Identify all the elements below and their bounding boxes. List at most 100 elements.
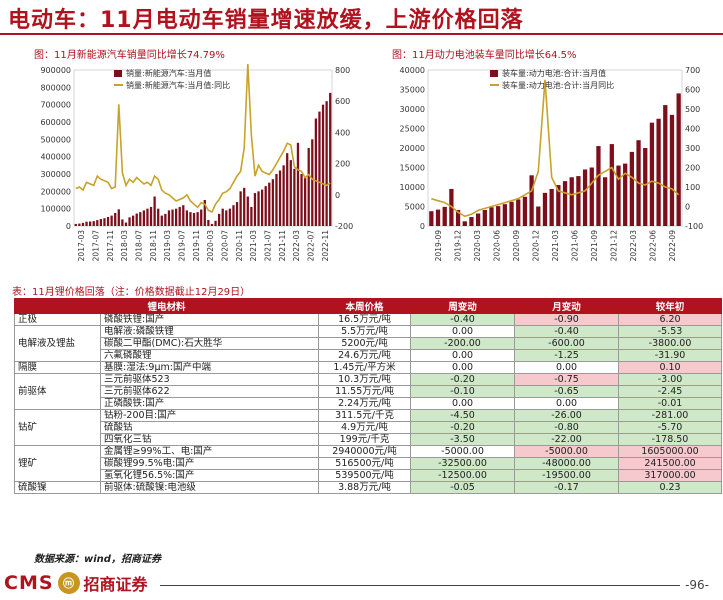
x-tick-label: 2022-03: [292, 230, 301, 262]
bar: [185, 210, 189, 226]
bar: [217, 213, 221, 226]
title-rule: [0, 33, 723, 35]
bar: [225, 210, 228, 226]
week-change-cell: 0.00: [410, 349, 516, 362]
bar: [556, 185, 561, 226]
bar: [232, 205, 235, 226]
chart-battery-install-svg: 4000035000300002500020000150001000050000…: [400, 66, 704, 262]
week-change-cell: -32500.00: [410, 457, 516, 470]
week-change-cell: -0.40: [410, 313, 516, 326]
chart-ev-sales-svg: 900000 800000 700000 600000 500000 400000 3000…: [40, 63, 353, 262]
x-tick-label: 2018-07: [135, 230, 144, 262]
bar: [149, 206, 153, 226]
category-cell: 电解液及锂盐: [14, 325, 101, 362]
bar: [207, 219, 210, 226]
cms-logo: CMS ⓜ 招商证券: [4, 570, 148, 596]
x-tick-label: 2021-06: [571, 230, 580, 262]
table-row: 硫酸钴 4.9万元/吨 -0.20 -0.80 -5.70: [15, 421, 723, 434]
ytd-change-cell: 6.20: [618, 313, 723, 326]
y-right-tick-label: 0: [685, 203, 690, 212]
y-right-tick-label: 800: [335, 66, 350, 75]
bar: [117, 209, 120, 226]
ytd-change-cell: 317000.00: [618, 469, 723, 482]
legend-line-label: 销量:新能源汽车:当月值:同比: [126, 80, 230, 90]
x-tick-label: 2020-12: [531, 230, 540, 262]
bar: [103, 218, 106, 226]
bar: [196, 212, 199, 226]
header-week-change: 周变动: [410, 298, 516, 314]
x-tick-label: 2021-03: [551, 230, 560, 262]
bar: [203, 200, 206, 226]
bar: [282, 165, 285, 226]
bar: [576, 176, 581, 226]
bar: [469, 217, 474, 226]
month-change-cell: -0.75: [514, 373, 620, 386]
bar: [300, 174, 303, 226]
material-cell: 六氟磷酸锂: [99, 349, 320, 362]
material-cell: 正磷酸铁:国产: [99, 397, 320, 410]
bar: [214, 220, 217, 226]
price-cell: 5200元/吨: [318, 337, 412, 350]
y-left-tick-label: 40000: [400, 66, 425, 75]
week-change-cell: 0.00: [410, 397, 516, 410]
x-tick-label: 2022-06: [649, 230, 658, 262]
ytd-change-cell: -3800.00: [618, 337, 723, 350]
bar: [189, 212, 192, 226]
ytd-change-cell: -3.00: [618, 373, 723, 386]
bar: [178, 206, 181, 226]
bar: [96, 220, 99, 226]
bar: [275, 174, 278, 226]
week-change-cell: -4.50: [410, 409, 516, 422]
material-cell: 金属锂≥99%工、电:国产: [99, 445, 320, 458]
bar: [124, 222, 128, 226]
table-row: 碳酸锂99.5%电:国产 516500元/吨 -32500.00 -48000.00 2…: [15, 457, 723, 470]
header-ytd-change: 较年初: [618, 298, 723, 314]
bar: [174, 208, 178, 226]
bar: [314, 118, 318, 226]
bar: [663, 105, 668, 226]
bar: [78, 223, 81, 226]
series-line: [431, 79, 680, 218]
bar: [289, 160, 292, 226]
bar: [311, 139, 314, 226]
bar: [157, 208, 160, 226]
bar: [128, 217, 131, 226]
price-cell: 311.5元/千克: [318, 409, 412, 422]
legend-bar-swatch: [490, 70, 498, 77]
category-cell: 硫酸镍: [14, 481, 101, 494]
bar: [562, 181, 568, 226]
cms-badge-icon: ⓜ: [57, 572, 80, 594]
y-left-tick-label: 300000: [40, 170, 71, 179]
legend-bar-swatch: [114, 70, 122, 77]
page-title: 电动车：11月电动车销量增速放缓，上游价格回落: [8, 8, 524, 33]
price-cell: 199元/千克: [318, 433, 412, 446]
y-right-tick-label: 700: [685, 66, 700, 75]
month-change-cell: -1.25: [514, 349, 620, 362]
price-cell: 1.45元/平方米: [318, 361, 412, 374]
category-cell: 钴矿: [14, 409, 101, 446]
ytd-change-cell: -281.00: [618, 409, 723, 422]
price-cell: 2940000元/吨: [318, 445, 412, 458]
ytd-change-cell: -31.90: [618, 349, 723, 362]
price-cell: 24.6万元/吨: [318, 349, 412, 362]
bar: [296, 142, 300, 226]
week-change-cell: -12500.00: [410, 469, 516, 482]
month-change-cell: -26.00: [514, 409, 620, 422]
y-left-tick-label: 100000: [40, 205, 71, 214]
x-tick-label: 2021-09: [590, 230, 599, 262]
ytd-change-cell: -2.45: [618, 385, 723, 398]
week-change-cell: -0.10: [410, 385, 516, 398]
material-cell: 前驱体:硫酸镍:电池级: [99, 481, 320, 494]
bar: [171, 209, 174, 226]
bar: [522, 196, 528, 226]
ytd-change-cell: 241500.00: [618, 457, 723, 470]
week-change-cell: -5000.00: [410, 445, 516, 458]
bar: [536, 206, 541, 226]
table-row: 前驱体 三元前驱体523 10.3万元/吨 -0.20 -0.75 -3.00: [14, 373, 723, 410]
bar: [260, 189, 264, 226]
y-right-tick-label: 100: [685, 183, 700, 192]
month-change-cell: -0.40: [514, 325, 620, 338]
bar: [246, 196, 249, 226]
y-right-tick-label: 200: [335, 160, 350, 169]
bar: [167, 210, 171, 226]
